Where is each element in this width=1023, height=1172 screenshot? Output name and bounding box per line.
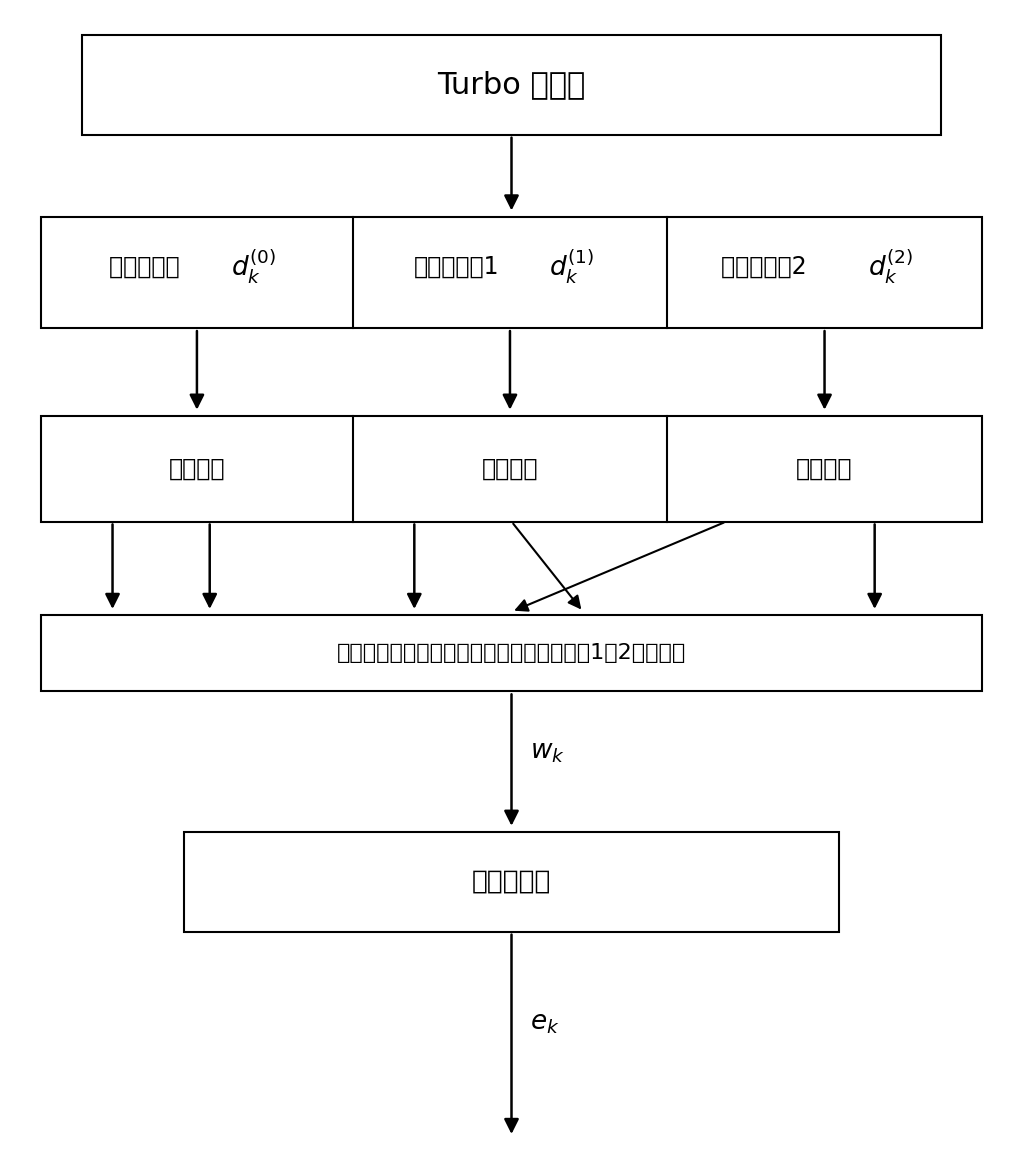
- Bar: [41, 615, 982, 691]
- Text: $w_k$: $w_k$: [530, 740, 565, 765]
- Text: 子块交织: 子块交织: [796, 457, 853, 481]
- Bar: [41, 217, 982, 328]
- Text: 子块交织: 子块交织: [482, 457, 538, 481]
- Bar: [82, 35, 941, 135]
- Text: Turbo 编码器: Turbo 编码器: [438, 70, 585, 100]
- Text: 系统比特流: 系统比特流: [108, 254, 186, 279]
- Text: 校验比特流1: 校验比特流1: [414, 254, 499, 279]
- Text: $d_k^{(1)}$: $d_k^{(1)}$: [548, 247, 594, 286]
- Text: $d_k^{(2)}$: $d_k^{(2)}$: [869, 247, 914, 286]
- Text: 校验比特流2: 校验比特流2: [721, 254, 814, 279]
- Bar: [41, 416, 982, 522]
- Text: 填充或打孔: 填充或打孔: [472, 868, 551, 895]
- Text: 子块交织: 子块交织: [169, 457, 225, 481]
- Text: 交织后的系统比特直接输出，然后检验比特1、2交叉输出: 交织后的系统比特直接输出，然后检验比特1、2交叉输出: [337, 643, 686, 663]
- Bar: [184, 832, 839, 932]
- Text: $d_k^{(0)}$: $d_k^{(0)}$: [230, 247, 276, 286]
- Text: $e_k$: $e_k$: [530, 1009, 560, 1036]
